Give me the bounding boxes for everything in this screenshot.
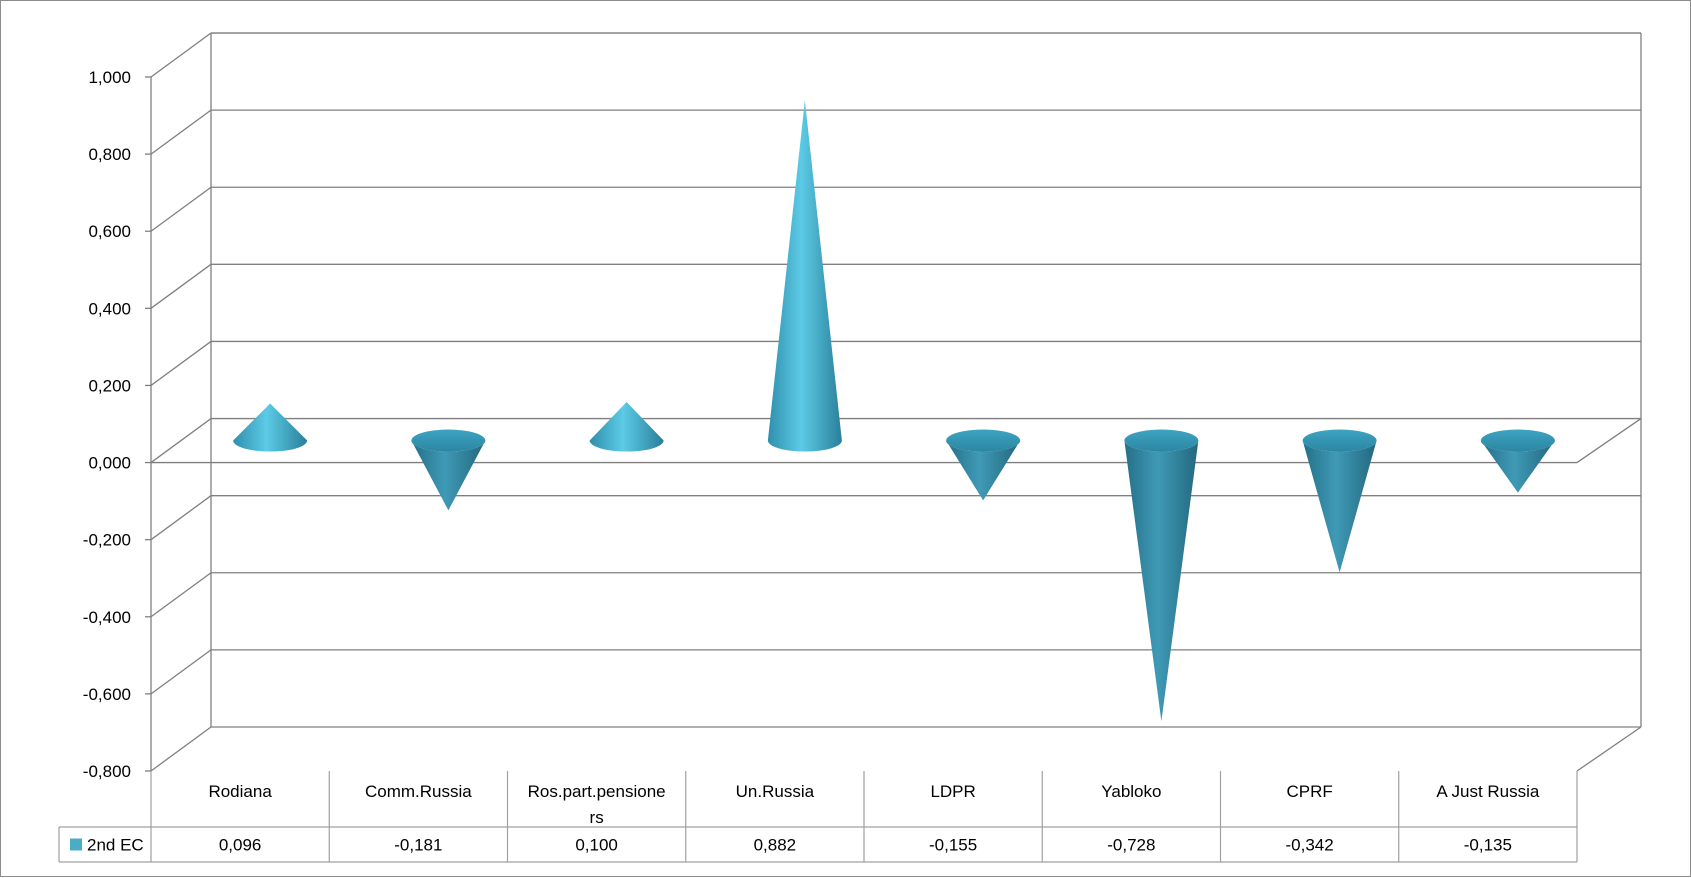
cone-base	[1302, 429, 1377, 452]
y-tick-label: 0,200	[88, 376, 131, 395]
y-tick-label: 0,400	[88, 299, 131, 318]
cone	[1302, 429, 1377, 573]
gridline-diagonal	[150, 495, 212, 541]
category-label: Rodiana	[208, 782, 272, 801]
cone	[411, 429, 486, 511]
y-tick-label: 0,800	[88, 145, 131, 164]
y-axis: 1,000 0,800 0,600 0,400 0,200 0,000 -0,200 -0,4…	[83, 68, 151, 781]
cone-body	[946, 440, 1021, 501]
bottom-floor-right	[1576, 726, 1642, 772]
y-tick-label: -0,400	[83, 608, 131, 627]
cone	[1124, 429, 1199, 722]
category-label: Ros.part.pensione	[528, 782, 666, 801]
data-label: 0,100	[575, 836, 618, 855]
legend-swatch	[70, 838, 82, 851]
cone-body	[767, 100, 842, 452]
y-tick-label: 1,000	[88, 68, 131, 87]
gridline-diagonal	[150, 649, 212, 695]
cone-body	[411, 440, 486, 511]
category-label: rs	[590, 808, 604, 827]
gridline-diagonal	[150, 572, 212, 618]
y-tick-label: 0,000	[88, 454, 131, 473]
gridline-diagonal	[150, 263, 212, 309]
cone-body	[233, 403, 308, 452]
gridline-diagonal	[150, 186, 212, 232]
cone-base	[1124, 429, 1199, 452]
grid-layer	[150, 32, 1642, 772]
cone-base	[411, 429, 486, 452]
gridline-diagonal	[150, 32, 212, 78]
zero-floor-right	[1576, 418, 1642, 464]
cone	[946, 429, 1021, 501]
data-label: -0,728	[1107, 836, 1155, 855]
y-tick-label: 0,600	[88, 222, 131, 241]
legend-label: 2nd EC	[87, 836, 144, 855]
y-tick-label: -0,200	[83, 531, 131, 550]
data-label: -0,181	[394, 836, 442, 855]
gridline-diagonal	[150, 340, 212, 386]
cone	[233, 403, 308, 452]
data-label: -0,135	[1464, 836, 1512, 855]
cone-base	[1480, 429, 1555, 452]
data-label: 0,096	[219, 836, 262, 855]
gridline-diagonal	[150, 109, 212, 155]
cone-body	[1480, 440, 1555, 493]
cone-body	[1124, 440, 1199, 722]
y-tick-label: -0,800	[83, 762, 131, 781]
cone	[767, 100, 842, 452]
cone-body	[589, 402, 664, 452]
cone-series	[233, 100, 1555, 722]
cone	[589, 402, 664, 452]
category-label: Yabloko	[1101, 782, 1161, 801]
data-label: 0,882	[754, 836, 797, 855]
data-table: Rodiana Comm.Russia Ros.part.pensione rs Un.…	[58, 771, 1578, 863]
data-label: -0,155	[929, 836, 977, 855]
cone-base	[946, 429, 1021, 452]
category-label: LDPR	[930, 782, 975, 801]
category-label: A Just Russia	[1436, 782, 1540, 801]
y-tick-label: -0,600	[83, 685, 131, 704]
category-label: Comm.Russia	[365, 782, 472, 801]
data-label: -0,342	[1286, 836, 1334, 855]
cone-body	[1302, 440, 1377, 573]
cone	[1480, 429, 1555, 493]
category-label: CPRF	[1286, 782, 1332, 801]
category-label: Un.Russia	[736, 782, 815, 801]
gridline-diagonal	[150, 726, 212, 772]
gridline-diagonal	[150, 418, 212, 464]
